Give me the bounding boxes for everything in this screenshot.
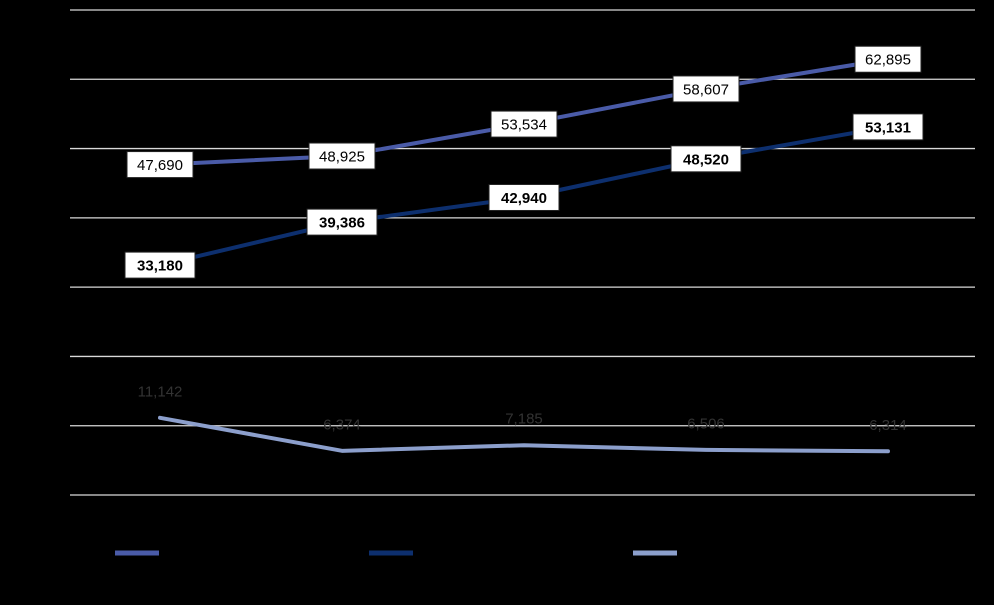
data-labels: 47,690 48,925 53,534 58,607 62,895 33,180 39,3… [124, 45, 924, 434]
data-label-text: 33,180 [137, 258, 183, 275]
data-label-text: 53,534 [501, 117, 547, 134]
data-label-text: 48,925 [319, 149, 365, 166]
data-label: 47,690 [126, 151, 194, 179]
data-label-box [306, 208, 378, 236]
data-label-box [854, 45, 922, 73]
data-label: 53,534 [490, 110, 558, 138]
data-label-box [852, 113, 924, 141]
data-label: 7,185 [505, 411, 543, 428]
data-label: 6,314 [869, 417, 907, 434]
data-label: 53,131 [852, 113, 924, 141]
data-label: 33,180 [124, 251, 196, 279]
data-label: 39,386 [306, 208, 378, 236]
data-label-text: 48,520 [683, 151, 729, 168]
data-label-text: 62,895 [865, 52, 911, 69]
data-label-box [488, 183, 560, 211]
data-label-box [490, 110, 558, 138]
data-label: 58,607 [672, 75, 740, 103]
data-label-text: 47,690 [137, 157, 183, 174]
data-label-box [126, 151, 194, 179]
data-label-box [670, 145, 742, 173]
gridlines [70, 9, 975, 496]
data-label-box [124, 251, 196, 279]
data-label-text: 6,314 [869, 417, 907, 434]
data-label: 42,940 [488, 183, 560, 211]
data-label-text: 6,374 [323, 416, 361, 433]
series-line-3 [158, 415, 890, 454]
data-label-text: 39,386 [319, 215, 365, 232]
data-label: 62,895 [854, 45, 922, 73]
data-label: 6,374 [323, 416, 361, 433]
data-label: 6,506 [687, 415, 725, 432]
data-label-text: 53,131 [865, 119, 911, 136]
data-label-box [672, 75, 740, 103]
data-label-text: 6,506 [687, 415, 725, 432]
data-label-text: 7,185 [505, 411, 543, 428]
data-label-text: 11,142 [138, 383, 183, 400]
data-label-box [308, 142, 376, 170]
data-label-text: 42,940 [501, 190, 547, 207]
data-label: 48,520 [670, 145, 742, 173]
data-label: 48,925 [308, 142, 376, 170]
data-label: 11,142 [138, 383, 183, 400]
data-label-text: 58,607 [683, 81, 729, 98]
